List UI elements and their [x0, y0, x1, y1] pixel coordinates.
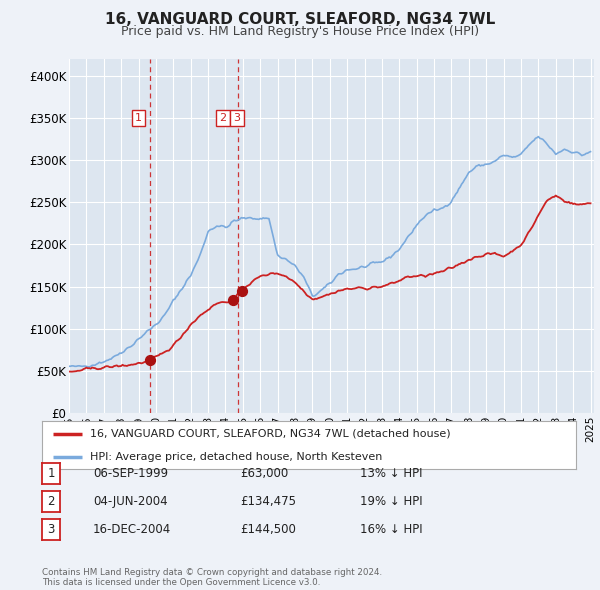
- Text: 1: 1: [47, 467, 55, 480]
- Text: £144,500: £144,500: [240, 523, 296, 536]
- Text: 16, VANGUARD COURT, SLEAFORD, NG34 7WL (detached house): 16, VANGUARD COURT, SLEAFORD, NG34 7WL (…: [90, 429, 451, 439]
- Text: £134,475: £134,475: [240, 495, 296, 508]
- Text: 16, VANGUARD COURT, SLEAFORD, NG34 7WL: 16, VANGUARD COURT, SLEAFORD, NG34 7WL: [105, 12, 495, 27]
- Point: [146, 355, 155, 365]
- Text: 3: 3: [233, 113, 240, 123]
- Text: Price paid vs. HM Land Registry's House Price Index (HPI): Price paid vs. HM Land Registry's House …: [121, 25, 479, 38]
- Text: £63,000: £63,000: [240, 467, 288, 480]
- Text: 1: 1: [135, 113, 142, 123]
- Text: 16-DEC-2004: 16-DEC-2004: [93, 523, 171, 536]
- Point: [228, 295, 238, 304]
- Text: 19% ↓ HPI: 19% ↓ HPI: [360, 495, 422, 508]
- Text: 04-JUN-2004: 04-JUN-2004: [93, 495, 167, 508]
- Text: 3: 3: [47, 523, 55, 536]
- Text: 13% ↓ HPI: 13% ↓ HPI: [360, 467, 422, 480]
- Text: 2: 2: [47, 495, 55, 508]
- Text: 16% ↓ HPI: 16% ↓ HPI: [360, 523, 422, 536]
- Text: 06-SEP-1999: 06-SEP-1999: [93, 467, 168, 480]
- Text: HPI: Average price, detached house, North Kesteven: HPI: Average price, detached house, Nort…: [90, 452, 382, 462]
- Point: [238, 287, 247, 296]
- Text: 2: 2: [219, 113, 226, 123]
- Text: Contains HM Land Registry data © Crown copyright and database right 2024.
This d: Contains HM Land Registry data © Crown c…: [42, 568, 382, 587]
